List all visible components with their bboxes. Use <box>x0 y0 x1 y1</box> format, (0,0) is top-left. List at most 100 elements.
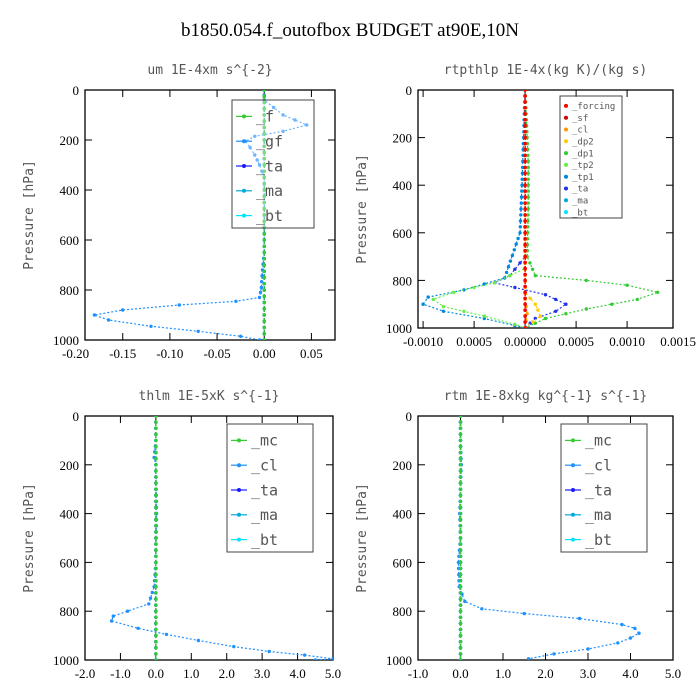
data-point <box>154 511 158 516</box>
legend-label: _f <box>256 108 274 126</box>
data-point <box>154 603 158 607</box>
x-tick-label: -0.0010 <box>403 334 443 349</box>
data-point <box>262 213 266 217</box>
data-point <box>154 493 158 497</box>
data-point <box>154 524 158 528</box>
data-point <box>504 270 509 275</box>
data-point <box>533 273 537 278</box>
data-point <box>421 302 425 306</box>
data-point <box>262 157 266 161</box>
y-tick-label: 600 <box>393 555 413 570</box>
data-point <box>262 250 266 255</box>
legend: _f _gf _ta _ma _bt <box>231 99 315 229</box>
data-point <box>526 195 530 199</box>
data-point <box>513 285 517 290</box>
legend: _forcing _sf _cl_dp2 _dp1 _tp2 _tp1 _ta_ma _bt <box>559 95 623 219</box>
data-point <box>526 177 530 181</box>
data-point <box>121 308 125 312</box>
legend-marker <box>237 488 241 492</box>
y-tick-label: 1000 <box>53 653 79 668</box>
legend-label: _ta <box>585 481 612 499</box>
y-tick-label: 0 <box>406 83 413 98</box>
y-tick-label: 600 <box>60 233 80 248</box>
data-point <box>458 621 463 626</box>
data-point <box>458 505 463 510</box>
data-point <box>458 444 463 449</box>
data-point <box>150 590 154 595</box>
data-point <box>523 183 527 187</box>
legend-marker <box>564 198 568 203</box>
data-point <box>92 313 97 317</box>
data-point <box>513 267 517 271</box>
data-point <box>262 150 266 155</box>
y-axis-label: Pressure [hPa] <box>355 483 370 593</box>
x-tick-label: -0.20 <box>62 346 89 361</box>
data-point <box>526 189 530 193</box>
data-point <box>526 171 530 175</box>
y-tick-label: 400 <box>393 507 413 522</box>
data-point <box>262 138 266 142</box>
legend-marker <box>564 174 568 179</box>
chart-panel-4: rtm 1E-8xkg kg^{-1} s^{-1} Pressure [hPa]… <box>355 389 681 681</box>
data-point <box>458 658 463 660</box>
data-point <box>458 646 463 650</box>
data-point <box>482 316 486 321</box>
data-point <box>564 302 568 306</box>
data-point <box>154 566 158 571</box>
y-tick-label: 800 <box>60 283 80 298</box>
data-point <box>523 153 527 158</box>
data-point <box>262 332 266 336</box>
data-point <box>154 432 158 436</box>
data-point <box>262 125 266 130</box>
data-point <box>154 416 158 418</box>
legend-label: _sf <box>572 114 588 124</box>
legend-marker <box>571 512 575 517</box>
data-point <box>262 188 266 192</box>
data-point <box>510 253 515 258</box>
data-point <box>482 314 486 318</box>
data-point <box>586 647 590 651</box>
data-point <box>523 231 527 235</box>
data-point <box>281 113 285 117</box>
data-point <box>458 463 463 467</box>
legend-marker <box>564 162 568 167</box>
data-point <box>458 542 463 546</box>
y-tick-label: 200 <box>60 133 80 148</box>
data-point <box>536 308 540 312</box>
data-point <box>513 322 517 327</box>
data-point <box>458 511 463 516</box>
data-point <box>196 329 200 333</box>
x-tick-label: 1.0 <box>183 666 199 681</box>
data-point <box>512 248 516 252</box>
data-point <box>262 244 266 248</box>
data-point <box>526 213 530 217</box>
data-point <box>441 304 446 309</box>
x-tick-label: 4.0 <box>622 666 638 681</box>
data-point <box>458 475 463 479</box>
y-tick-label: 200 <box>393 458 413 473</box>
data-point <box>523 177 527 181</box>
y-tick-label: 0 <box>73 409 80 424</box>
data-point <box>262 182 266 186</box>
data-point <box>262 269 266 273</box>
data-point <box>154 530 158 534</box>
data-point <box>262 263 266 267</box>
data-point <box>148 596 153 600</box>
data-point <box>458 633 463 638</box>
data-point <box>154 475 158 479</box>
data-point <box>154 536 158 540</box>
y-tick-label: 200 <box>393 131 413 146</box>
data-point <box>257 163 262 167</box>
y-tick-label: 1000 <box>386 321 412 336</box>
data-point <box>248 145 252 150</box>
data-point <box>458 572 463 577</box>
data-point <box>458 481 463 485</box>
data-point <box>523 249 527 253</box>
x-tick-label: 0.0015 <box>660 334 696 349</box>
data-point <box>518 219 523 223</box>
data-point <box>458 652 463 656</box>
legend-label: _bt <box>251 531 278 549</box>
data-point <box>625 283 629 287</box>
data-point <box>154 518 158 522</box>
data-point <box>253 134 257 138</box>
